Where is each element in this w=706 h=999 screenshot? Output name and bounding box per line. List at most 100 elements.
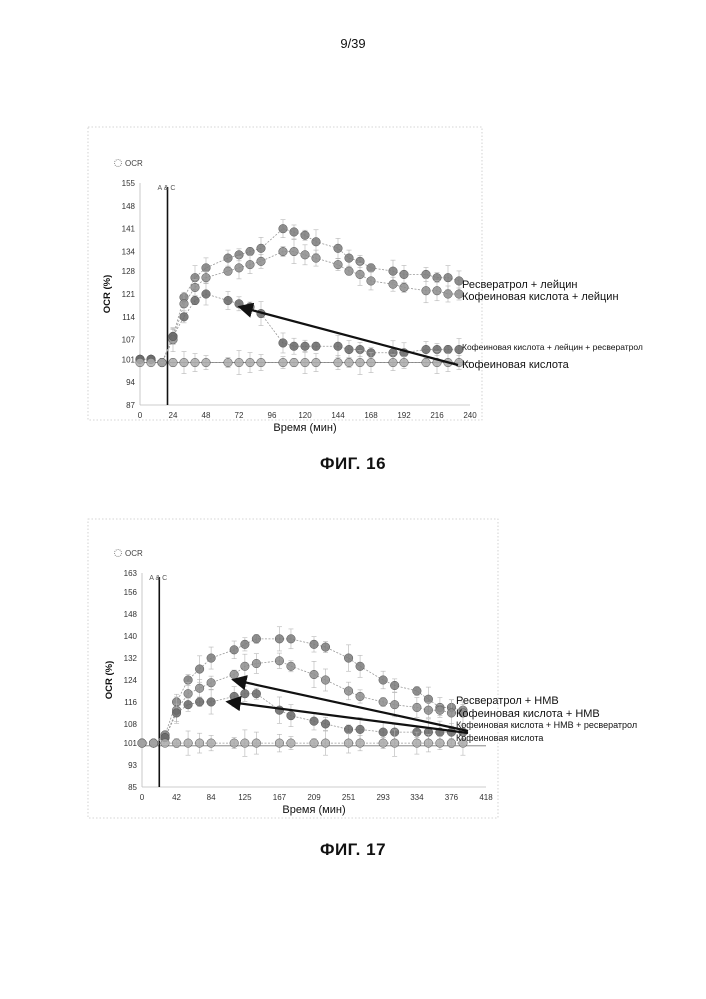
c17-y-axis-label: OCR (%) — [104, 661, 115, 700]
data-point — [333, 260, 343, 270]
data-point — [183, 700, 193, 710]
data-point — [172, 708, 182, 718]
data-point — [146, 358, 156, 368]
data-point — [195, 697, 205, 707]
data-point — [454, 289, 464, 299]
data-point — [435, 738, 445, 748]
data-point — [454, 344, 464, 355]
data-point — [179, 312, 189, 322]
data-point — [286, 634, 296, 644]
c17-legend-label: OCR — [125, 549, 143, 558]
data-point — [206, 678, 216, 688]
data-point — [344, 686, 354, 696]
data-point — [240, 689, 250, 699]
c17-annotation-label: Кофеиновая кислота + HMB + ресвератрол — [456, 720, 637, 730]
c17-x-tick-label: 418 — [479, 793, 493, 802]
data-point — [423, 705, 433, 715]
data-point — [278, 247, 288, 257]
data-point — [421, 269, 431, 279]
data-point — [443, 289, 453, 299]
data-point — [148, 738, 159, 748]
data-point — [421, 358, 431, 368]
c17-x-axis-label: Время (мин) — [282, 804, 345, 816]
c17-y-tick-label: 101 — [124, 739, 138, 748]
data-point — [157, 358, 167, 368]
c17-x-tick-label: 0 — [140, 793, 145, 802]
c16-y-tick-label: 134 — [122, 248, 136, 257]
data-point — [378, 727, 388, 737]
c17-y-tick-label: 116 — [124, 698, 137, 707]
data-point — [278, 338, 288, 348]
data-point — [289, 247, 299, 257]
data-point — [240, 661, 250, 671]
c16-x-tick-label: 120 — [298, 411, 312, 420]
data-point — [137, 738, 147, 748]
data-point — [388, 279, 398, 289]
data-point — [344, 358, 354, 368]
data-point — [201, 289, 211, 299]
c16-y-tick-label: 155 — [122, 179, 136, 188]
data-point — [206, 697, 216, 707]
data-point — [443, 273, 453, 283]
data-point — [179, 358, 189, 368]
c16-annotation-label: Ресвератрол + лейцин — [462, 279, 578, 291]
data-point — [251, 634, 261, 644]
data-point — [251, 658, 261, 669]
data-point — [278, 224, 288, 234]
data-point — [309, 669, 319, 680]
data-point — [223, 295, 233, 306]
figure-16-chart: OCR 87 94 101 107 114 121 128 134 141 148 155 0 24 48 7… — [87, 126, 643, 434]
data-point — [229, 691, 239, 702]
c17-y-tick-label: 148 — [124, 610, 138, 619]
c17-annotation-label: Ресвератрол + HMB — [456, 695, 559, 707]
data-point — [412, 686, 422, 696]
data-point — [223, 358, 233, 368]
data-point — [195, 738, 205, 748]
data-point — [223, 253, 233, 263]
data-point — [355, 738, 365, 748]
data-point — [366, 263, 376, 273]
data-point — [355, 358, 365, 368]
c16-y-tick-label: 128 — [122, 267, 136, 276]
c16-y-axis-label: OCR (%) — [102, 275, 113, 314]
data-point — [172, 738, 182, 748]
c16-series-2 — [135, 239, 464, 368]
data-point — [274, 634, 284, 644]
c16-arrow — [237, 302, 459, 367]
data-point — [245, 358, 255, 368]
data-point — [195, 683, 205, 693]
data-point — [388, 358, 398, 368]
c16-y-tick-label: 94 — [126, 378, 135, 387]
data-point — [190, 295, 200, 306]
c17-y-tick-label: 140 — [124, 632, 138, 641]
data-point — [390, 738, 400, 748]
data-point — [183, 738, 193, 748]
c17-y-tick-label: 156 — [124, 588, 138, 597]
c17-x-tick-label: 84 — [207, 793, 216, 802]
data-point — [333, 243, 343, 253]
c17-y-tick-label: 93 — [128, 761, 137, 770]
c17-annotation-label: Кофеиновая кислота + HMB — [456, 708, 600, 720]
c16-annotation-label: Кофеиновая кислота + лейцин — [462, 291, 619, 303]
data-point — [309, 639, 319, 649]
c17-x-tick-label: 251 — [342, 793, 356, 802]
data-point — [234, 263, 244, 273]
data-point — [229, 738, 239, 748]
data-point — [311, 253, 321, 263]
data-point — [344, 266, 354, 276]
data-point — [201, 358, 211, 368]
c16-y-tick-label: 148 — [122, 202, 136, 211]
data-point — [168, 331, 178, 341]
data-point — [344, 253, 354, 263]
data-point — [333, 341, 343, 351]
data-point — [446, 708, 456, 718]
c17-y-tick-label: 124 — [124, 676, 138, 685]
c16-y-tick-label: 141 — [122, 225, 136, 234]
data-point — [446, 738, 456, 748]
data-point — [355, 691, 365, 702]
data-point — [256, 243, 266, 253]
c17-x-tick-label: 167 — [273, 793, 287, 802]
c16-x-tick-label: 0 — [138, 411, 143, 420]
data-point — [454, 276, 464, 286]
c17-arrow — [225, 695, 469, 735]
